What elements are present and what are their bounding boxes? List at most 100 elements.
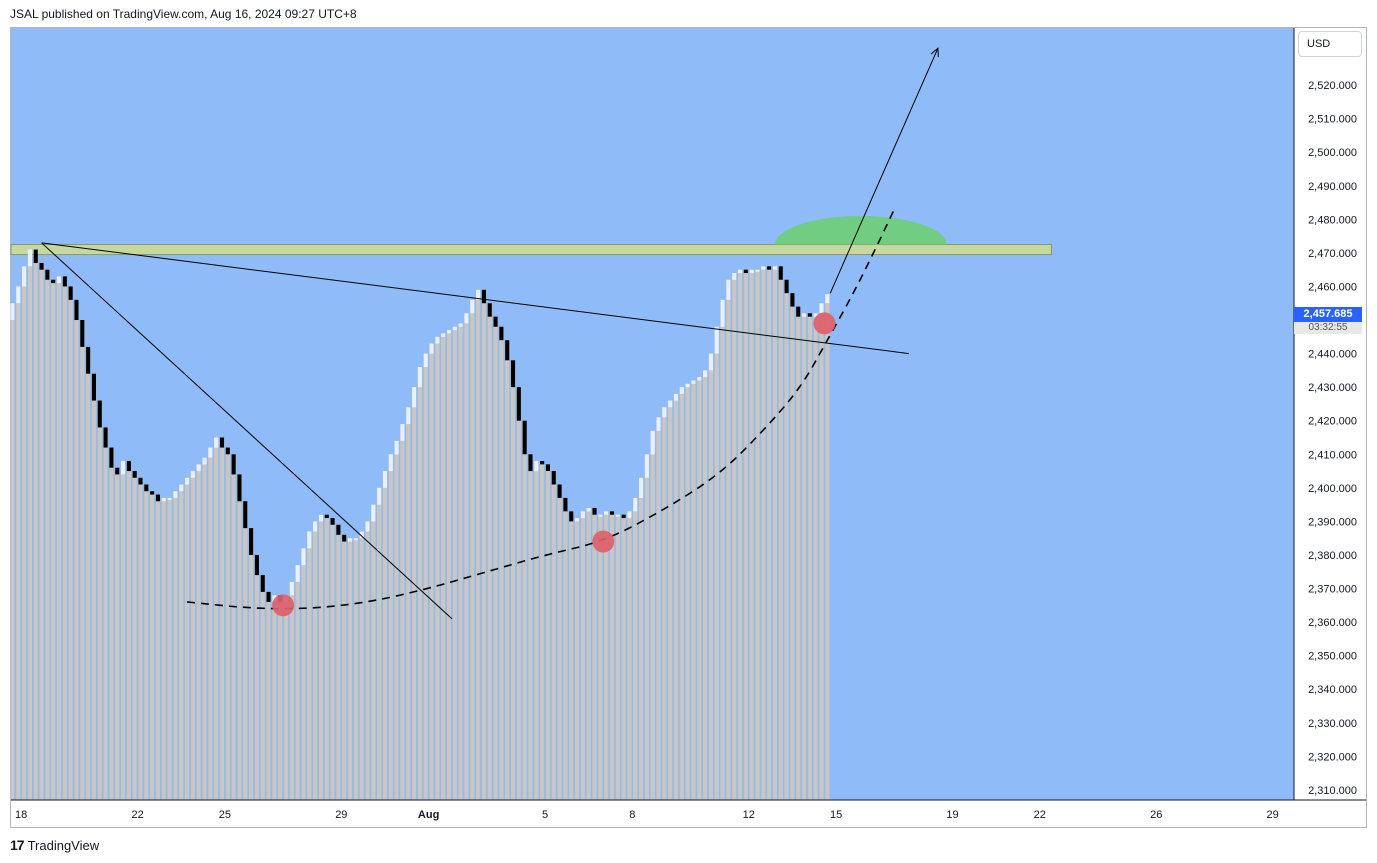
volume-bar [528,454,533,801]
candle-down [243,501,248,529]
candle-down [551,471,556,485]
projection-arrow [829,47,939,294]
volume-bar [190,470,196,801]
candle-up [761,266,766,270]
volume-bar [661,407,667,801]
candle-up [318,514,323,522]
volume-bar [237,474,242,801]
volume-bar [714,326,720,801]
candle-down [109,447,114,468]
volume-bar [15,286,21,801]
volume-bar [510,360,516,801]
candle-down [324,514,329,519]
volume-bar [656,417,661,801]
volume-bar [394,440,400,801]
candle-down [330,518,335,525]
time-tick-label: 18 [15,809,27,821]
candle-up [208,447,213,458]
candle-up [167,497,172,500]
volume-bar [743,269,749,801]
volume-bar [609,511,615,801]
candle-up [575,518,580,522]
footer: 17 TradingView [10,837,99,853]
candle-down [138,477,143,485]
volume-bar [248,527,254,801]
volume-bar [126,460,132,801]
candle-up [464,313,469,324]
volume-bar [813,313,819,801]
candle-up [202,457,207,465]
volume-bar [353,538,359,801]
volume-bar [481,289,487,801]
candle-up [394,440,399,455]
candle-up [726,279,731,300]
candle-up [819,303,824,314]
volume-bar [493,316,498,801]
candle-down [249,528,254,555]
candle-up [627,511,632,519]
volume-bar [516,386,522,801]
time-tick-label: 22 [1034,809,1046,821]
candle-up [16,286,21,304]
volume-bar [62,276,68,801]
price-tick-label: 2,350.000 [1308,651,1357,663]
brand-name: TradingView [27,837,100,853]
candle-up [435,336,440,344]
candle-up [639,477,644,498]
price-tick-label: 2,500.000 [1308,147,1357,159]
candle-down [45,269,50,280]
tradingview-logo-icon: 17 [10,837,25,853]
resistance-zone [10,215,1052,256]
volume-bar [586,507,592,801]
candle-down [231,454,236,475]
volume-bar [539,460,545,801]
volume-bar [650,430,656,801]
volume-bar [644,454,650,801]
candle-up [656,417,661,431]
volume-bar [522,420,528,801]
candle-down [74,299,79,321]
rounding-bottom-curve [186,208,896,610]
candle-down [493,316,498,327]
volume-bar [755,269,760,801]
volume-bar [597,514,603,801]
candle-down [557,484,562,498]
time-tick-label: 12 [743,809,755,821]
candle-up [755,269,760,272]
volume-bar [737,269,743,801]
candle-up [377,487,382,505]
volume-bar [27,249,33,801]
volume-bar [376,487,382,801]
touch-point-marker [272,594,295,617]
candle-up [161,497,166,502]
volume-bar [44,269,50,801]
price-tick-label: 2,380.000 [1308,550,1357,562]
price-tick-label: 2,490.000 [1308,181,1357,193]
currency-label[interactable]: USD [1298,31,1362,57]
volume-bar [370,504,376,801]
volume-bar [487,303,493,801]
volume-bar [318,514,324,801]
candle-up [173,491,178,498]
candle-down [33,249,38,263]
candle-up [417,367,422,388]
candle-up [714,326,719,354]
candle-down [796,306,801,317]
candle-up [749,269,754,274]
volume-bar [10,303,15,801]
price-tick-label: 2,440.000 [1308,349,1357,361]
candle-up [289,581,294,596]
volume-bar [784,279,790,801]
candle-up [371,504,376,522]
candle-up [27,249,32,267]
candle-up [470,299,475,314]
candle-up [272,595,277,602]
volume-bar [696,376,702,801]
volume-bar [196,464,202,801]
volume-bar [97,400,103,801]
volume-bar [464,313,469,801]
candle-up [179,484,184,492]
volume-bar [39,262,44,801]
candle-down [115,467,120,475]
